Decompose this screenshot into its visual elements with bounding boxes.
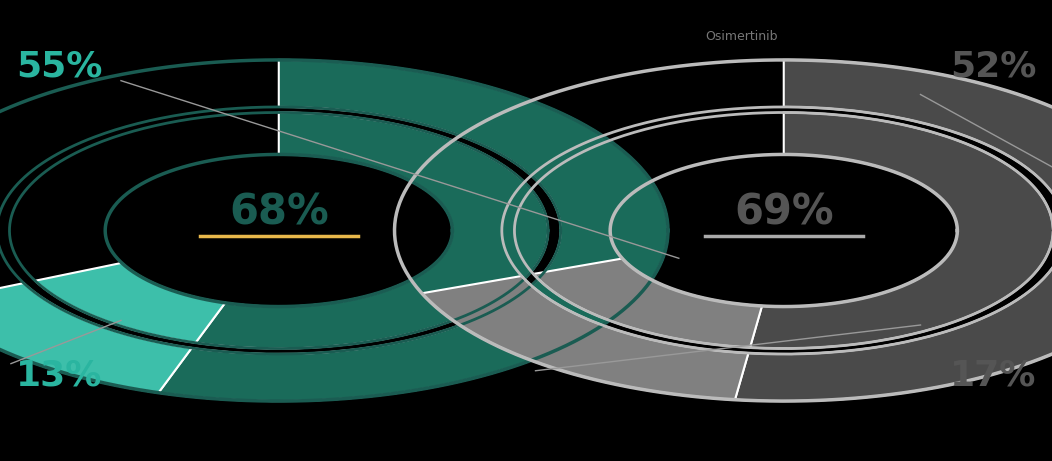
Wedge shape bbox=[422, 276, 748, 400]
Wedge shape bbox=[533, 259, 762, 348]
Wedge shape bbox=[159, 60, 668, 401]
Wedge shape bbox=[196, 112, 548, 349]
Text: Osimertinib: Osimertinib bbox=[706, 30, 777, 43]
Wedge shape bbox=[750, 112, 1052, 349]
Text: 17%: 17% bbox=[950, 359, 1036, 393]
Wedge shape bbox=[0, 283, 191, 393]
Wedge shape bbox=[735, 60, 1052, 401]
Text: 69%: 69% bbox=[734, 191, 833, 233]
Text: 55%: 55% bbox=[16, 50, 102, 84]
Text: 13%: 13% bbox=[16, 359, 102, 393]
Text: 68%: 68% bbox=[229, 191, 328, 233]
Wedge shape bbox=[35, 263, 225, 343]
Text: 52%: 52% bbox=[950, 50, 1036, 84]
